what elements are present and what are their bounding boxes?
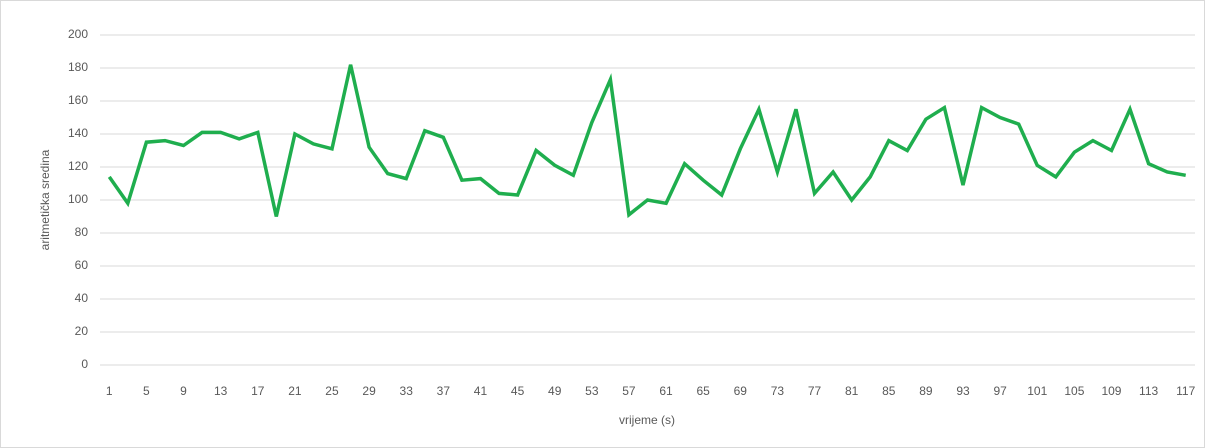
x-tick-label: 89: [919, 384, 933, 398]
x-tick-label: 73: [771, 384, 785, 398]
x-tick-label: 105: [1064, 384, 1084, 398]
x-tick-label: 45: [511, 384, 525, 398]
y-tick-label: 40: [75, 291, 89, 305]
x-tick-label: 13: [214, 384, 228, 398]
y-tick-label: 140: [68, 126, 88, 140]
x-tick-label: 37: [437, 384, 451, 398]
x-tick-label: 53: [585, 384, 599, 398]
x-tick-label: 61: [659, 384, 673, 398]
x-axis-title: vrijeme (s): [619, 413, 675, 427]
x-tick-label: 117: [1176, 384, 1195, 398]
x-tick-label: 65: [696, 384, 710, 398]
x-tick-label: 109: [1101, 384, 1121, 398]
x-tick-label: 93: [956, 384, 970, 398]
y-tick-label: 100: [68, 192, 88, 206]
x-tick-label: 85: [882, 384, 896, 398]
y-tick-label: 20: [75, 324, 89, 338]
x-tick-label: 101: [1027, 384, 1047, 398]
x-tick-label: 113: [1139, 384, 1158, 398]
x-tick-label: 25: [325, 384, 339, 398]
y-tick-label: 160: [68, 93, 88, 107]
x-tick-label: 33: [400, 384, 414, 398]
x-tick-label: 81: [845, 384, 859, 398]
x-tick-label: 17: [251, 384, 265, 398]
data-line: [107, 64, 1187, 219]
x-tick-label: 5: [143, 384, 150, 398]
x-tick-label: 9: [180, 384, 187, 398]
y-tick-label: 200: [68, 27, 88, 41]
x-tick-label: 29: [362, 384, 376, 398]
x-tick-label: 1: [106, 384, 113, 398]
x-tick-label: 69: [734, 384, 748, 398]
y-tick-label: 120: [68, 159, 88, 173]
x-tick-label: 49: [548, 384, 562, 398]
y-tick-label: 60: [75, 258, 89, 272]
x-tick-label: 97: [993, 384, 1007, 398]
x-tick-label: 77: [808, 384, 822, 398]
y-axis-title: aritmetička sredina: [38, 149, 52, 250]
y-tick-label: 80: [75, 225, 89, 239]
y-tick-label: 180: [68, 60, 88, 74]
y-tick-label: 0: [81, 357, 88, 371]
x-tick-label: 41: [474, 384, 488, 398]
x-tick-label: 21: [288, 384, 302, 398]
x-tick-label: 57: [622, 384, 636, 398]
